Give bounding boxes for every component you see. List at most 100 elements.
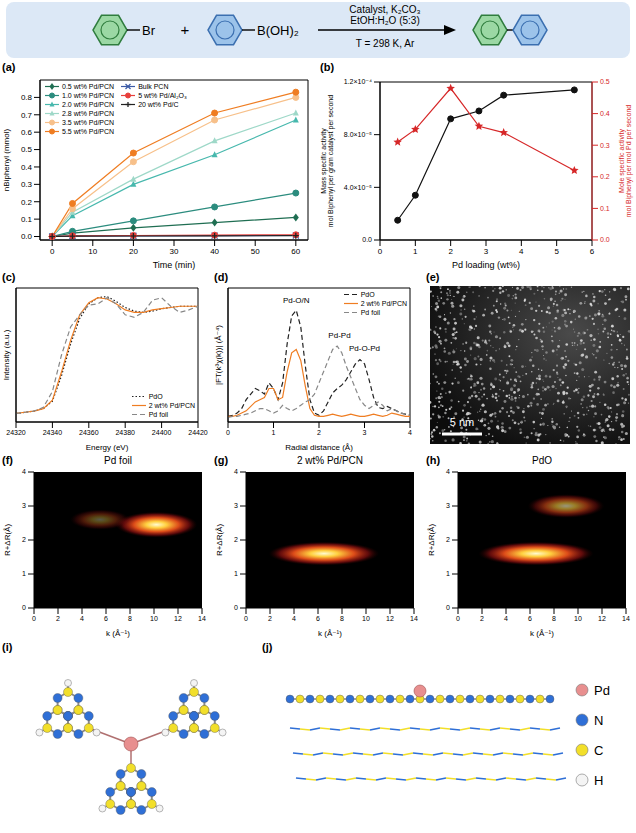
svg-text:Mass specific activity: Mass specific activity xyxy=(320,128,328,194)
svg-text:10: 10 xyxy=(150,615,158,622)
svg-text:0.5: 0.5 xyxy=(600,78,610,85)
svg-text:1: 1 xyxy=(22,570,26,577)
svg-text:24360: 24360 xyxy=(79,429,99,436)
svg-text:EtOH:H₂O (5:3): EtOH:H₂O (5:3) xyxy=(350,15,419,26)
svg-text:2: 2 xyxy=(317,429,321,436)
svg-text:R+ΔR(Å): R+ΔR(Å) xyxy=(3,524,12,557)
svg-text:0: 0 xyxy=(22,604,26,611)
svg-text:Time (min): Time (min) xyxy=(153,260,196,270)
svg-text:3: 3 xyxy=(446,502,450,509)
svg-text:k (Å⁻¹): k (Å⁻¹) xyxy=(106,629,130,638)
svg-text:14: 14 xyxy=(410,615,418,622)
svg-text:12: 12 xyxy=(386,615,394,622)
svg-text:4: 4 xyxy=(80,615,84,622)
svg-text:6: 6 xyxy=(528,615,532,622)
svg-text:0.2: 0.2 xyxy=(600,173,610,180)
svg-text:24400: 24400 xyxy=(152,429,172,436)
svg-text:1: 1 xyxy=(446,570,450,577)
svg-text:24380: 24380 xyxy=(115,429,135,436)
svg-text:8.0×10⁻⁵: 8.0×10⁻⁵ xyxy=(344,131,372,138)
svg-text:12: 12 xyxy=(598,615,606,622)
svg-text:2: 2 xyxy=(268,615,272,622)
svg-text:Br: Br xyxy=(142,23,156,38)
svg-text:0.2: 0.2 xyxy=(21,198,33,207)
svg-text:4: 4 xyxy=(22,468,26,475)
svg-text:1: 1 xyxy=(234,570,238,577)
svg-text:0.6: 0.6 xyxy=(21,128,33,137)
svg-text:2: 2 xyxy=(22,536,26,543)
svg-text:24320: 24320 xyxy=(6,429,26,436)
svg-text:1.2×10⁻⁴: 1.2×10⁻⁴ xyxy=(344,78,372,85)
svg-text:2: 2 xyxy=(56,615,60,622)
svg-text:10: 10 xyxy=(574,615,582,622)
svg-text:Pd-O/N: Pd-O/N xyxy=(283,296,310,305)
svg-text:C: C xyxy=(594,743,603,758)
svg-text:3: 3 xyxy=(22,502,26,509)
svg-text:8: 8 xyxy=(552,615,556,622)
svg-text:+: + xyxy=(181,21,190,38)
svg-text:0.1: 0.1 xyxy=(600,205,610,212)
svg-text:40: 40 xyxy=(210,247,219,256)
svg-text:0.4: 0.4 xyxy=(21,163,33,172)
svg-text:0: 0 xyxy=(50,247,55,256)
svg-text:6: 6 xyxy=(316,615,320,622)
svg-text:Catalyst, K₂CO₃: Catalyst, K₂CO₃ xyxy=(349,4,420,15)
svg-text:0: 0 xyxy=(32,615,36,622)
svg-text:6: 6 xyxy=(104,615,108,622)
svg-text:2: 2 xyxy=(234,536,238,543)
svg-text:3: 3 xyxy=(363,429,367,436)
svg-text:0.8: 0.8 xyxy=(21,93,33,102)
svg-text:0.3: 0.3 xyxy=(600,142,610,149)
svg-text:N: N xyxy=(594,713,603,728)
svg-text:Pd-Pd: Pd-Pd xyxy=(328,331,350,340)
svg-text:2: 2 xyxy=(448,247,453,256)
svg-text:Mole specific activity: Mole specific activity xyxy=(618,129,626,193)
svg-text:5: 5 xyxy=(554,247,559,256)
svg-text:Intensity (a.u.): Intensity (a.u.) xyxy=(2,329,11,380)
svg-text:nBiphenyl (mmol): nBiphenyl (mmol) xyxy=(2,129,11,192)
svg-text:3: 3 xyxy=(484,247,489,256)
svg-text:T = 298 K, Ar: T = 298 K, Ar xyxy=(356,38,415,49)
svg-text:4: 4 xyxy=(504,615,508,622)
svg-text:24340: 24340 xyxy=(43,429,63,436)
svg-text:0: 0 xyxy=(446,604,450,611)
svg-text:60: 60 xyxy=(291,247,300,256)
svg-text:10: 10 xyxy=(362,615,370,622)
svg-text:0.3: 0.3 xyxy=(21,180,33,189)
svg-text:B(OH)₂: B(OH)₂ xyxy=(257,23,299,38)
svg-text:R+ΔR(Å): R+ΔR(Å) xyxy=(215,524,224,557)
svg-text:0.0: 0.0 xyxy=(362,236,372,243)
svg-text:|FT(k³χ(k))| (Å⁻⁴): |FT(k³χ(k))| (Å⁻⁴) xyxy=(214,325,223,385)
svg-text:1: 1 xyxy=(272,429,276,436)
svg-text:10: 10 xyxy=(88,247,97,256)
svg-text:k (Å⁻¹): k (Å⁻¹) xyxy=(318,629,342,638)
svg-text:4: 4 xyxy=(408,429,412,436)
svg-text:20: 20 xyxy=(129,247,138,256)
svg-text:mol Biphenyl per mol Pd per se: mol Biphenyl per mol Pd per second xyxy=(625,105,633,218)
svg-text:14: 14 xyxy=(622,615,630,622)
svg-text:0.5: 0.5 xyxy=(21,145,33,154)
svg-text:0.1: 0.1 xyxy=(21,215,33,224)
svg-text:Pd-O-Pd: Pd-O-Pd xyxy=(349,344,380,353)
svg-text:5 nm: 5 nm xyxy=(450,416,474,428)
svg-text:0.0: 0.0 xyxy=(600,236,610,243)
svg-text:4: 4 xyxy=(446,468,450,475)
svg-text:0: 0 xyxy=(456,615,460,622)
svg-text:0: 0 xyxy=(378,247,383,256)
svg-text:mol Biphenyl per gram catalyst: mol Biphenyl per gram catalyst per secon… xyxy=(327,95,335,227)
svg-text:2: 2 xyxy=(446,536,450,543)
svg-text:8: 8 xyxy=(340,615,344,622)
svg-text:8: 8 xyxy=(128,615,132,622)
svg-text:4.0×10⁻⁵: 4.0×10⁻⁵ xyxy=(344,184,372,191)
svg-text:0: 0 xyxy=(234,604,238,611)
svg-text:30: 30 xyxy=(170,247,179,256)
svg-text:0.7: 0.7 xyxy=(21,111,33,120)
svg-text:14: 14 xyxy=(198,615,206,622)
svg-text:6: 6 xyxy=(590,247,595,256)
svg-text:0: 0 xyxy=(226,429,230,436)
svg-text:Radial distance (Å): Radial distance (Å) xyxy=(285,443,353,452)
svg-text:Energy (eV): Energy (eV) xyxy=(86,443,129,452)
svg-text:Pd loading (wt%): Pd loading (wt%) xyxy=(452,260,520,270)
svg-text:2: 2 xyxy=(480,615,484,622)
svg-text:50: 50 xyxy=(251,247,260,256)
